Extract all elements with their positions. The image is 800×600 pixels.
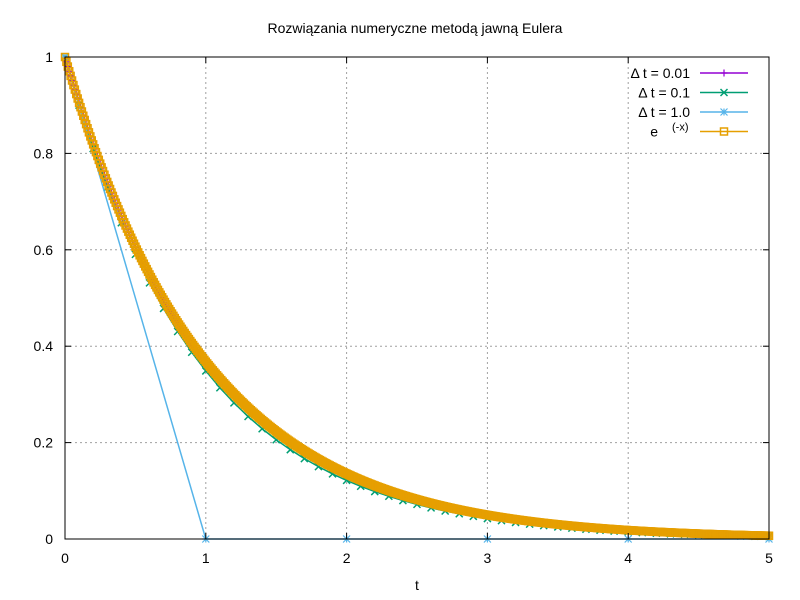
data-point <box>69 80 78 90</box>
series-1 <box>60 52 774 541</box>
y-tick-label: 0.6 <box>34 242 54 258</box>
x-tick-label: 2 <box>343 550 351 566</box>
y-tick-label: 1 <box>45 49 53 65</box>
x-tick-label: 1 <box>202 550 210 566</box>
series-layer <box>60 52 774 543</box>
x-axis-label: t <box>415 577 419 593</box>
data-point <box>76 102 85 112</box>
legend-label: e <box>650 124 658 140</box>
legend-marker <box>719 127 729 136</box>
tick-layer: 0 1 2 3 4 5 0 0.2 0.4 0.6 0.8 1 <box>34 49 774 566</box>
y-tick-label: 0.2 <box>34 435 54 451</box>
legend-marker <box>719 88 729 97</box>
legend-item: Δ t = 1.0 <box>638 104 748 120</box>
series-0 <box>61 53 773 540</box>
y-tick-label: 0 <box>45 531 53 547</box>
data-point <box>63 62 73 71</box>
y-tick-label: 0.4 <box>34 338 54 354</box>
legend-label-superscript: (-x) <box>672 122 689 134</box>
x-tick-label: 0 <box>61 550 69 566</box>
data-point <box>70 85 80 94</box>
legend-item: Δ t = 0.01 <box>630 65 748 81</box>
legend-item: e (-x) <box>650 122 748 140</box>
data-point <box>77 107 87 116</box>
x-tick-label: 4 <box>624 550 632 566</box>
legend-marker <box>720 69 728 77</box>
series-line <box>64 56 769 540</box>
grid-layer <box>65 57 769 539</box>
legend-label: Δ t = 0.01 <box>630 65 690 81</box>
legend-marker <box>720 108 728 116</box>
data-point <box>62 57 71 67</box>
x-tick-label: 3 <box>484 550 492 566</box>
data-point <box>66 71 75 81</box>
legend-label: Δ t = 1.0 <box>638 104 690 120</box>
y-tick-label: 0.8 <box>34 145 54 161</box>
data-point <box>72 89 81 99</box>
x-tick-label: 5 <box>765 550 773 566</box>
legend-label: Δ t = 0.1 <box>638 85 690 101</box>
data-point <box>67 76 77 85</box>
series-3 <box>60 52 774 541</box>
legend-item: Δ t = 0.1 <box>638 85 748 101</box>
series-line <box>64 56 770 537</box>
data-point <box>73 94 82 103</box>
data-point <box>74 98 84 108</box>
legend: Δ t = 0.01 Δ t = 0.1 Δ t = 1.0 e (-x) <box>630 65 748 140</box>
series-line <box>64 56 770 537</box>
plot-frame <box>64 56 770 540</box>
data-point <box>64 66 74 76</box>
chart-title: Rozwiązania numeryczne metodą jawną Eule… <box>268 20 563 36</box>
series-line <box>64 56 770 538</box>
